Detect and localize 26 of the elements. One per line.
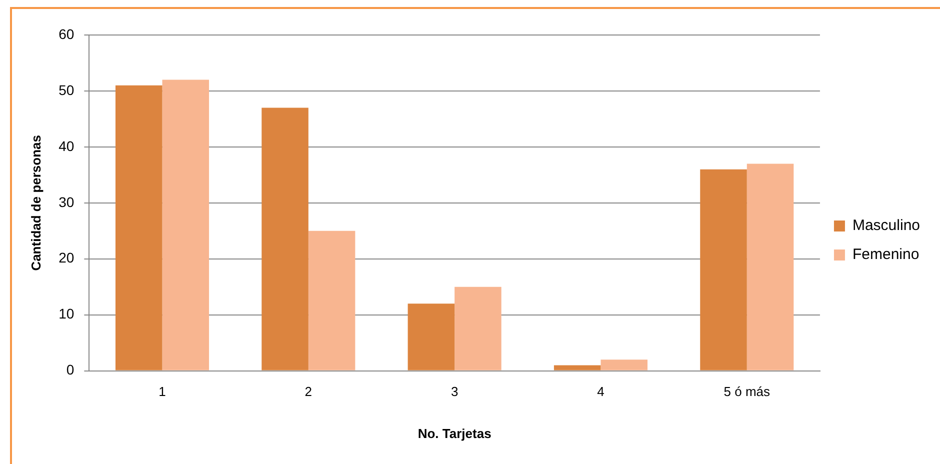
y-tick-label: 20 xyxy=(58,250,74,266)
legend-label: Masculino xyxy=(852,217,920,234)
bar xyxy=(115,85,162,370)
y-tick-label: 10 xyxy=(58,306,74,322)
x-tick-label: 3 xyxy=(450,384,458,400)
bar xyxy=(600,360,648,370)
y-tick-label: 50 xyxy=(58,82,74,98)
x-tick-label: 5 ó más xyxy=(724,384,771,400)
bar xyxy=(408,304,455,370)
bar xyxy=(308,230,356,370)
y-tick-label: 30 xyxy=(58,194,74,210)
bar xyxy=(162,80,210,370)
x-tick-label: 2 xyxy=(304,384,312,400)
bar xyxy=(262,108,308,370)
legend-label: Femenino xyxy=(852,246,920,264)
bar xyxy=(700,169,747,370)
y-tick-label: 0 xyxy=(66,362,74,378)
x-tick-label: 1 xyxy=(158,384,166,400)
bar xyxy=(746,164,794,370)
x-tick-label: 4 xyxy=(597,384,604,400)
x-axis-title: No. Tarjetas xyxy=(418,426,492,441)
bar xyxy=(454,286,502,370)
y-tick-label: 40 xyxy=(58,138,74,154)
y-axis-title: Cantidad de personas xyxy=(28,134,44,271)
y-tick-label: 60 xyxy=(58,26,74,42)
bar xyxy=(554,365,601,370)
